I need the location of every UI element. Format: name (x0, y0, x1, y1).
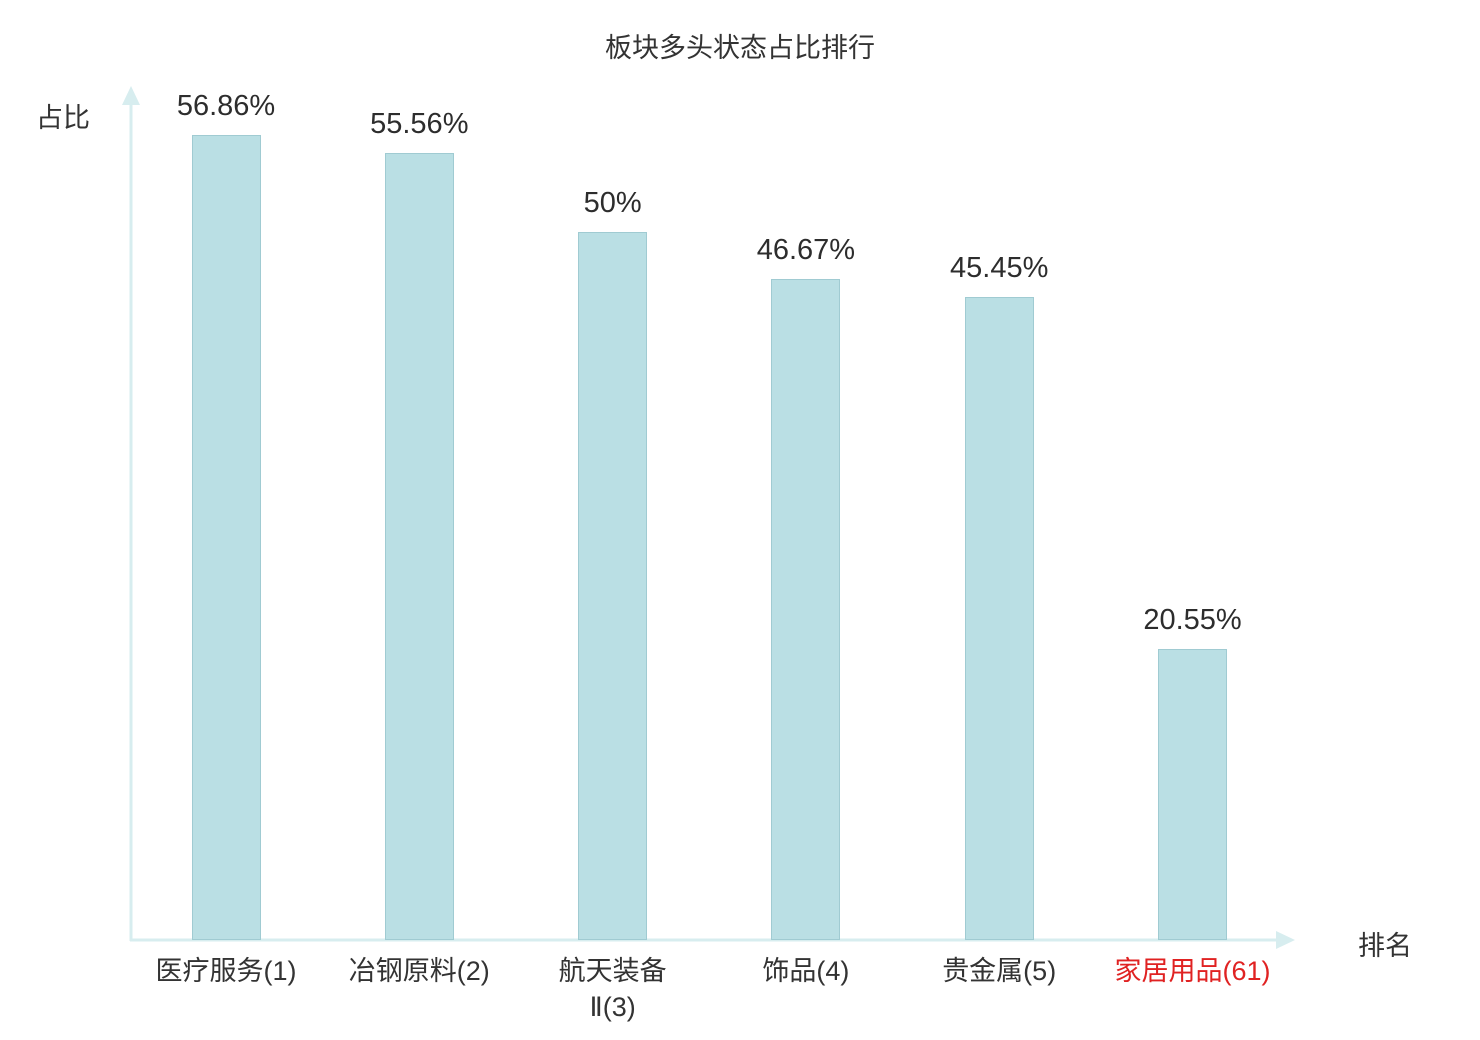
bar (578, 232, 648, 940)
bar-category-label: 医疗服务(1) (155, 956, 297, 986)
chart-title: 板块多头状态占比排行 (605, 33, 875, 63)
bar (964, 297, 1034, 940)
bar (384, 153, 454, 940)
bar-value-label: 20.55% (1143, 604, 1242, 636)
bar-category-label: 冶钢原料(2) (348, 956, 490, 986)
bar (1158, 649, 1227, 940)
bar (771, 279, 841, 940)
bar-value-label: 46.67% (756, 234, 856, 266)
bar-value-label: 45.45% (950, 252, 1049, 284)
y-axis-arrow-icon (122, 86, 140, 105)
x-axis-label: 排名 (1358, 931, 1412, 961)
bar-category-label: 饰品(4) (762, 956, 850, 986)
bar-category-label: 家居用品(61) (1114, 956, 1271, 986)
x-axis-arrow-icon (1276, 931, 1295, 949)
bar-value-label: 55.56% (370, 108, 469, 140)
bar (191, 135, 261, 940)
y-axis-label: 占比 (36, 103, 90, 133)
bar-category-label: 航天装备 Ⅱ(3) (558, 956, 667, 1023)
bar-value-label: 50% (583, 187, 642, 219)
bar-value-label: 56.86% (176, 90, 276, 122)
bar-category-label: 贵金属(5) (942, 956, 1057, 986)
